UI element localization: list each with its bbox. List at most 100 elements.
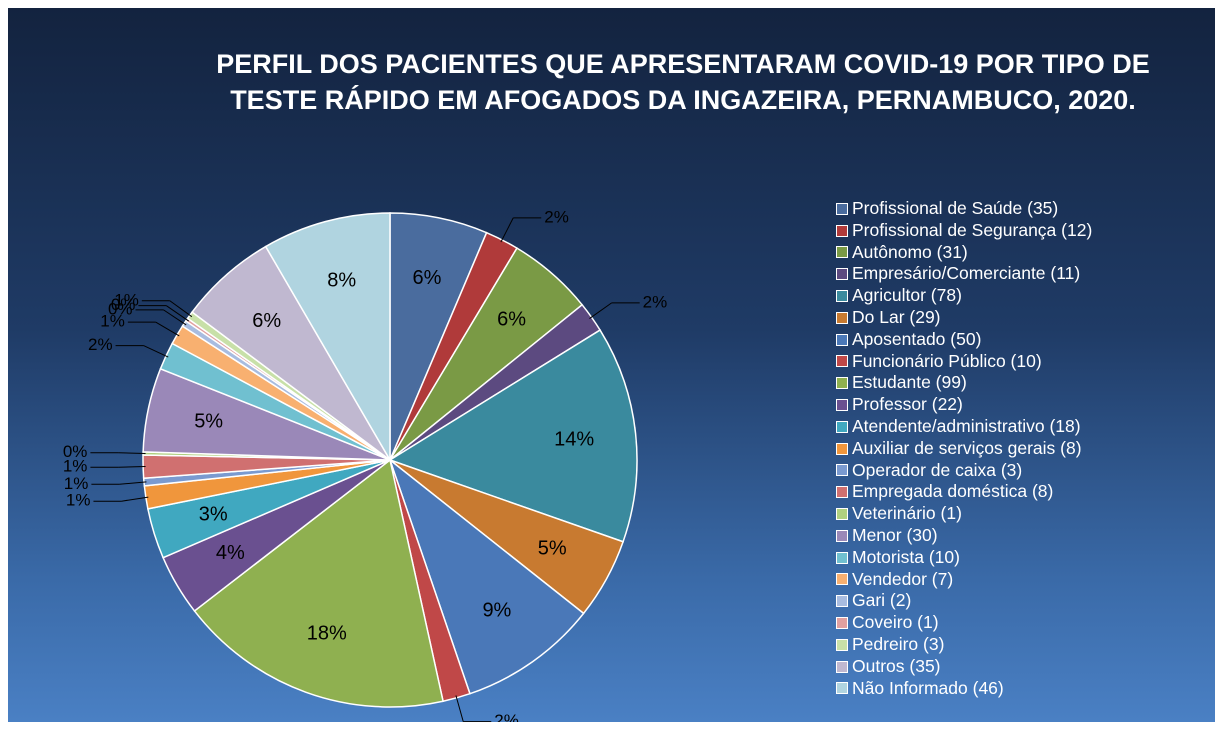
legend-label: Autônomo (31) [852, 241, 968, 262]
legend-label: Não Informado (46) [852, 677, 1004, 698]
data-label: 9% [482, 600, 511, 622]
legend-label: Coveiro (1) [852, 612, 939, 633]
legend-label: Operador de caixa (3) [852, 459, 1023, 480]
legend-label: Pedreiro (3) [852, 633, 945, 654]
legend-item: Do Lar (29) [836, 307, 1092, 329]
data-label: 0% [111, 295, 136, 314]
legend-item: Auxiliar de serviços gerais (8) [836, 438, 1092, 460]
leader-line [119, 481, 147, 485]
data-label: 1% [64, 474, 89, 493]
legend-label: Outros (35) [852, 655, 941, 676]
legend-label: Agricultor (78) [852, 285, 962, 306]
data-label: 8% [327, 269, 356, 291]
legend-item: Menor (30) [836, 525, 1092, 547]
chart-title: PERFIL DOS PACIENTES QUE APRESENTARAM CO… [216, 49, 1150, 115]
data-label: 2% [494, 711, 519, 722]
pie-slice [388, 329, 638, 543]
chart-area: PERFIL DOS PACIENTES QUE APRESENTARAM CO… [8, 8, 1215, 722]
data-label: 2% [88, 335, 113, 354]
legend-swatch [836, 290, 848, 303]
legend-swatch [836, 529, 848, 542]
data-label: 5% [194, 410, 223, 432]
legend-item: Atendente/administrativo (18) [836, 416, 1092, 438]
legend-item: Coveiro (1) [836, 612, 1092, 634]
legend-item: Profissional de Saúde (35) [836, 198, 1092, 220]
data-label: 4% [216, 542, 245, 564]
data-label: 1% [66, 491, 91, 510]
data-label: 14% [554, 428, 594, 450]
data-label: 6% [252, 310, 281, 332]
legend-label: Motorista (10) [852, 546, 960, 567]
legend-item: Não Informado (46) [836, 678, 1092, 700]
legend-item: Operador de caixa (3) [836, 460, 1092, 482]
legend: Profissional de Saúde (35) Profissional d… [836, 198, 1092, 699]
pie-slice [264, 212, 391, 463]
legend-label: Do Lar (29) [852, 306, 941, 327]
legend-swatch [836, 202, 848, 215]
legend-label: Vendedor (7) [852, 568, 954, 589]
pie-slice [388, 457, 585, 695]
legend-item: Veterinário (1) [836, 503, 1092, 525]
legend-item: Gari (2) [836, 590, 1092, 612]
pie-slice [193, 458, 444, 708]
legend-label: Funcionário Público (10) [852, 350, 1042, 371]
legend-label: Veterinário (1) [852, 503, 962, 524]
legend-label: Empresário/Comerciante (11) [852, 263, 1081, 284]
legend-swatch [836, 224, 848, 237]
legend-swatch [836, 573, 848, 586]
legend-swatch [836, 268, 848, 281]
leader-line [121, 496, 149, 502]
data-label: 5% [538, 538, 567, 560]
legend-swatch [836, 551, 848, 564]
legend-item: Funcionário Público (10) [836, 351, 1092, 373]
legend-swatch [836, 399, 848, 412]
legend-item: Professor (22) [836, 394, 1092, 416]
legend-swatch [836, 595, 848, 608]
legend-item: Pedreiro (3) [836, 634, 1092, 656]
leader-line [589, 302, 612, 319]
legend-swatch [836, 420, 848, 433]
legend-swatch [836, 508, 848, 521]
leader-line [118, 452, 146, 454]
legend-label: Professor (22) [852, 394, 963, 415]
legend-swatch [836, 311, 848, 324]
legend-label: Empregada doméstica (8) [852, 481, 1054, 502]
leader-line [118, 466, 146, 468]
legend-swatch [836, 660, 848, 673]
legend-label: Menor (30) [852, 524, 938, 545]
leader-line [169, 300, 193, 318]
legend-swatch [836, 355, 848, 368]
data-label: 1% [63, 457, 88, 476]
data-label: 3% [199, 504, 228, 526]
leader-line [143, 345, 169, 358]
data-label: 6% [413, 267, 442, 289]
legend-item: Empregada doméstica (8) [836, 481, 1092, 503]
legend-label: Gari (2) [852, 590, 912, 611]
legend-item: Empresário/Comerciante (11) [836, 263, 1092, 285]
legend-swatch [836, 246, 848, 259]
data-label: 18% [307, 622, 347, 644]
data-label: 2% [544, 207, 569, 226]
legend-swatch [836, 442, 848, 455]
data-label: 0% [63, 442, 88, 461]
legend-label: Atendente/administrativo (18) [852, 415, 1081, 436]
data-label: 2% [643, 292, 668, 311]
leader-line [155, 321, 180, 337]
leader-line [500, 217, 514, 243]
legend-swatch [836, 682, 848, 695]
legend-label: Profissional de Segurança (12) [852, 219, 1093, 240]
leader-line [163, 309, 187, 326]
legend-item: Autônomo (31) [836, 242, 1092, 264]
legend-swatch [836, 464, 848, 477]
legend-item: Agricultor (78) [836, 285, 1092, 307]
legend-swatch [836, 617, 848, 630]
legend-label: Profissional de Saúde (35) [852, 198, 1059, 218]
legend-label: Estudante (99) [852, 372, 967, 393]
legend-label: Aposentado (50) [852, 328, 982, 349]
legend-item: Profissional de Segurança (12) [836, 220, 1092, 242]
leader-line [455, 695, 464, 722]
legend-swatch [836, 377, 848, 390]
data-label: 1% [100, 312, 125, 331]
data-label: 0% [108, 299, 133, 318]
legend-item: Motorista (10) [836, 547, 1092, 569]
